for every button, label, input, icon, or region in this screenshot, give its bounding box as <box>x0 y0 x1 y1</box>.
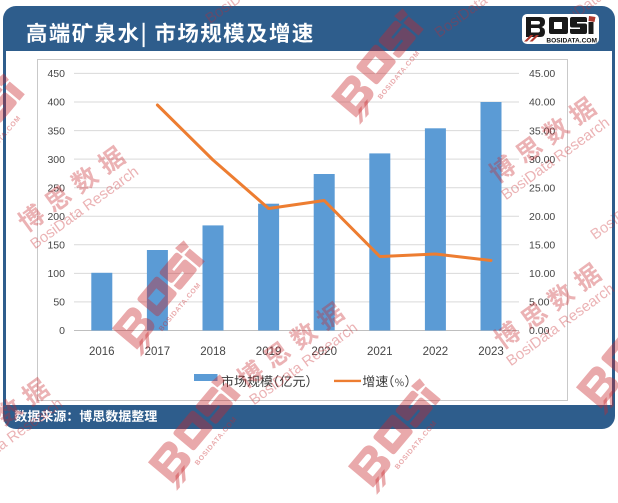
svg-text:400: 400 <box>47 97 65 109</box>
svg-text:30.00: 30.00 <box>529 154 555 166</box>
svg-text:2021: 2021 <box>367 346 393 358</box>
svg-text:5.00: 5.00 <box>529 297 550 309</box>
svg-text:50: 50 <box>53 297 65 309</box>
svg-text:100: 100 <box>47 268 65 280</box>
svg-text:0: 0 <box>59 325 65 337</box>
svg-text:45.00: 45.00 <box>529 68 555 80</box>
svg-text:250: 250 <box>47 182 65 194</box>
svg-text:200: 200 <box>47 211 65 223</box>
svg-text:0.00: 0.00 <box>529 325 550 337</box>
svg-text:35.00: 35.00 <box>529 125 555 137</box>
svg-text:BOSIDATA.COM: BOSIDATA.COM <box>546 38 597 45</box>
svg-text:2017: 2017 <box>145 346 171 358</box>
svg-text:10.00: 10.00 <box>529 268 555 280</box>
svg-text:350: 350 <box>47 125 65 137</box>
svg-text:2019: 2019 <box>256 346 282 358</box>
svg-text:2023: 2023 <box>478 346 504 358</box>
svg-text:2018: 2018 <box>200 346 226 358</box>
svg-text:15.00: 15.00 <box>529 240 555 252</box>
svg-text:300: 300 <box>47 154 65 166</box>
svg-text:150: 150 <box>47 240 65 252</box>
svg-text:2020: 2020 <box>311 346 337 358</box>
svg-text:20.00: 20.00 <box>529 211 555 223</box>
svg-text:40.00: 40.00 <box>529 97 555 109</box>
svg-text:2022: 2022 <box>423 346 449 358</box>
svg-text:450: 450 <box>47 68 65 80</box>
svg-text:25.00: 25.00 <box>529 182 555 194</box>
svg-text:2016: 2016 <box>89 346 115 358</box>
